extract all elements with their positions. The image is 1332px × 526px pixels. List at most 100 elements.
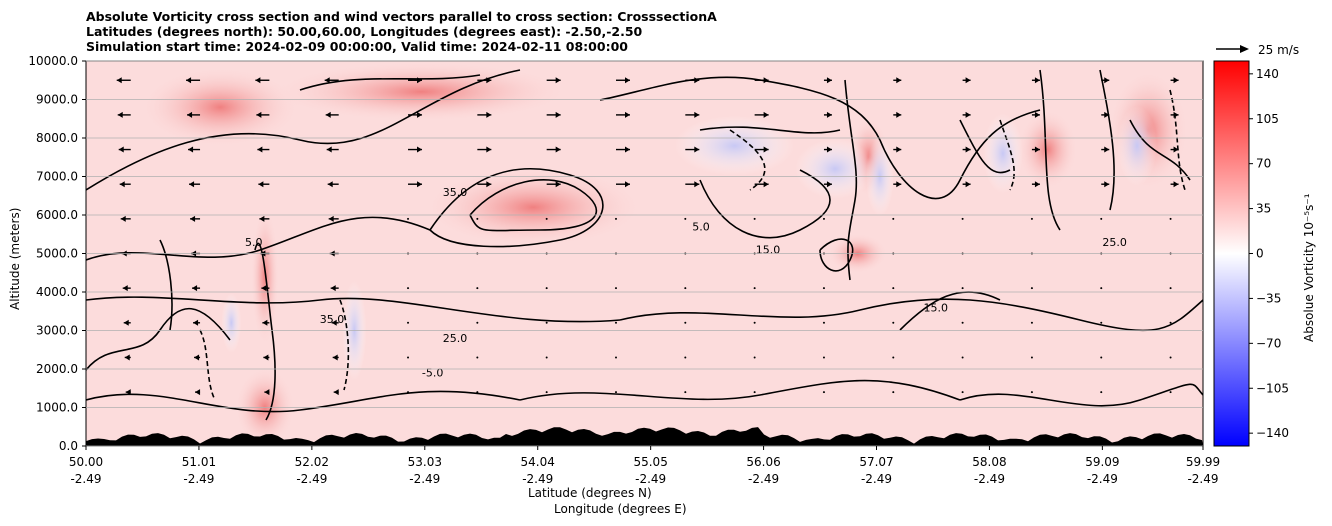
wind-vector-head: [123, 319, 129, 326]
positive-vorticity-area: [1017, 109, 1078, 190]
wind-vector: [614, 391, 617, 394]
wind-vector: [892, 321, 895, 324]
wind-vector: [545, 287, 548, 290]
contour-label: 25.0: [1102, 236, 1127, 249]
contour-label: 35.0: [320, 313, 345, 326]
contour-line-negative: [1169, 89, 1186, 191]
positive-vorticity-area: [250, 206, 279, 347]
wind-vector: [545, 356, 548, 359]
y-tick-label: 0.0: [59, 439, 78, 453]
wind-vector: [753, 217, 756, 220]
wind-vector-head: [555, 146, 561, 153]
wind-vector-head: [118, 146, 124, 153]
contour-line: [299, 74, 481, 91]
wind-vector: [545, 391, 548, 394]
contour-line: [899, 291, 1001, 331]
wind-vector-head: [122, 285, 128, 292]
negative-vorticity-area: [221, 292, 242, 353]
wind-vector: [961, 321, 964, 324]
wind-vector-head: [257, 146, 263, 153]
x-tick-label-lon: -2.49: [409, 472, 440, 486]
x-tick-label-lon: -2.49: [635, 472, 666, 486]
wind-vector: [1100, 217, 1103, 220]
x-tick-label-lon: -2.49: [70, 472, 101, 486]
wind-vector-head: [896, 77, 902, 84]
x-tick-label-lon: -2.49: [522, 472, 553, 486]
wind-vector-head: [1104, 146, 1110, 153]
wind-vector-head: [896, 181, 902, 188]
wind-vector: [1030, 287, 1033, 290]
x-tick-label-lat: 59.09: [1085, 455, 1119, 469]
wind-vector: [407, 391, 410, 394]
negative-vorticity-area: [674, 115, 795, 176]
wind-vector: [476, 287, 479, 290]
wind-vector-head: [330, 285, 336, 292]
wind-vector: [753, 391, 756, 394]
y-tick-label: 1000.0: [36, 401, 78, 415]
wind-vector-head: [117, 111, 123, 118]
wind-vector: [1100, 356, 1103, 359]
contour-label: 25.0: [443, 332, 468, 345]
x-tick-label-lat: 50.00: [69, 455, 103, 469]
contour-line: [1099, 69, 1115, 211]
wind-vector: [1169, 287, 1172, 290]
terrain: [86, 427, 1203, 446]
wind-vector-head: [965, 181, 971, 188]
wind-vector-head: [1034, 146, 1040, 153]
negative-vorticity-area: [795, 138, 876, 199]
title-line-2: Latitudes (degrees north): 50.00,60.00, …: [86, 24, 643, 39]
wind-vector: [614, 321, 617, 324]
contour-line: [86, 296, 621, 323]
wind-vector-head: [486, 111, 492, 118]
wind-vector: [961, 287, 964, 290]
x-tick-label-lon: -2.49: [861, 472, 892, 486]
contour-label: 15.0: [756, 244, 781, 257]
x-tick-label-lat: 53.03: [408, 455, 442, 469]
contour-line: [699, 169, 831, 239]
wind-vector: [1030, 356, 1033, 359]
y-tick-label: 10000.0: [28, 54, 78, 68]
wind-vector-head: [694, 146, 700, 153]
wind-vector: [822, 321, 825, 324]
colorbar-tick-label: 0: [1256, 247, 1264, 261]
title-line-1: Absolute Vorticity cross section and win…: [86, 9, 717, 24]
wind-vector-head: [763, 146, 769, 153]
wind-vector-head: [116, 77, 122, 84]
wind-vector-head: [694, 181, 700, 188]
wind-vector: [407, 356, 410, 359]
plot-area: 35.0 5.0 35.0 25.0 -5.0 5.0 15.0 15.0 25.0: [86, 61, 1203, 446]
wind-vector: [1100, 391, 1103, 394]
positive-vorticity-area: [271, 61, 572, 122]
y-tick-label: 7000.0: [36, 170, 78, 184]
contour-line: [519, 379, 961, 401]
wind-vector-head: [826, 181, 832, 188]
colorbar-tick-label: −35: [1256, 291, 1281, 305]
positive-vorticity-area: [423, 167, 644, 248]
wind-vector-head: [326, 146, 332, 153]
wind-vector-head: [263, 354, 269, 361]
colorbar: [1213, 60, 1250, 447]
wind-vector: [407, 321, 410, 324]
wind-vector: [1169, 217, 1172, 220]
wind-vector: [1100, 287, 1103, 290]
wind-vector: [684, 356, 687, 359]
wind-vector-head: [763, 77, 769, 84]
wind-vector-head: [1104, 181, 1110, 188]
x-tick-label-lat: 54.04: [521, 455, 555, 469]
contour-line: [1129, 119, 1191, 181]
contour-line: [86, 69, 521, 191]
x-tick-label-lat: 55.05: [633, 455, 667, 469]
colorbar-tick-label: 105: [1256, 112, 1279, 126]
contour-line: [959, 383, 1203, 407]
wind-vector: [614, 217, 617, 220]
positive-vorticity-area: [140, 67, 301, 148]
colorbar-tick-label: −140: [1256, 426, 1289, 440]
contour-label: -5.0: [422, 367, 443, 380]
wind-vector: [1169, 391, 1172, 394]
wind-vector: [822, 287, 825, 290]
wind-vector: [961, 217, 964, 220]
wind-vector-head: [965, 77, 971, 84]
wind-vector-head: [694, 77, 700, 84]
wind-vector: [684, 321, 687, 324]
